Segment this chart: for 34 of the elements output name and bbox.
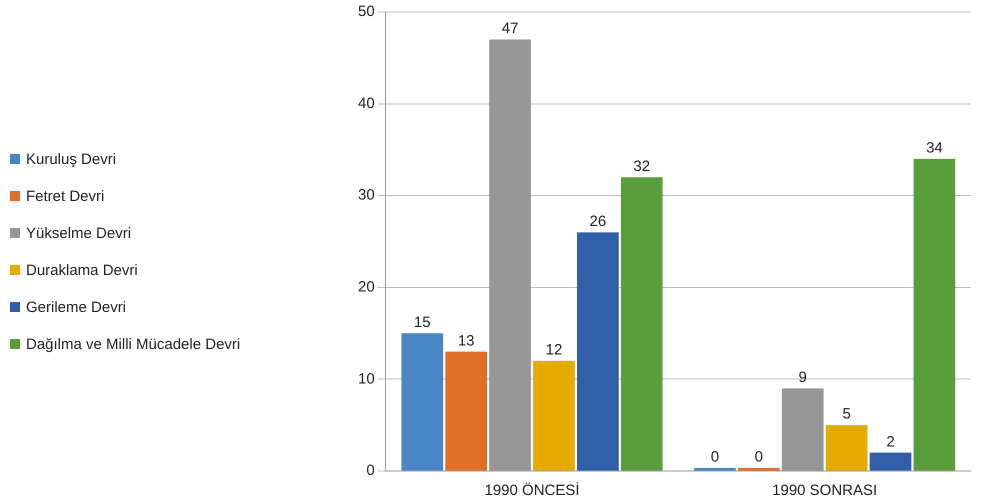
- data-label: 12: [546, 341, 562, 358]
- y-tick-label: 40: [358, 94, 375, 112]
- bar: [870, 452, 912, 470]
- legend-label: Duraklama Devri: [26, 262, 138, 278]
- y-tick-label: 0: [366, 462, 375, 480]
- x-tick-label: 1990 SONRASI: [772, 482, 878, 500]
- bar: [577, 232, 619, 470]
- data-label: 47: [502, 20, 518, 38]
- y-tick-label: 50: [358, 3, 375, 20]
- data-label: 34: [926, 140, 943, 157]
- data-label: 9: [798, 369, 807, 386]
- legend-label: Dağılma ve Milli Mücadele Devri: [26, 336, 240, 352]
- legend-label: Gerileme Devri: [26, 298, 126, 316]
- data-label: 26: [590, 212, 606, 230]
- legend-label: Kuruluş Devri: [26, 150, 116, 168]
- data-label: 0: [754, 448, 763, 466]
- bar: [401, 333, 444, 470]
- bar: [914, 158, 956, 470]
- data-label: 5: [842, 406, 851, 423]
- x-tick-label: 1990 ÖNCESİ: [484, 481, 580, 500]
- bar: [445, 352, 488, 470]
- legend-label: Yükselme Devri: [26, 224, 132, 242]
- y-tick-label: 20: [358, 278, 375, 296]
- data-label: 13: [458, 332, 475, 350]
- legend-label: Fetret Devri: [26, 188, 104, 204]
- y-tick-label: 10: [358, 370, 375, 388]
- bar: [620, 177, 663, 470]
- data-label: 15: [414, 314, 431, 331]
- y-tick-label: 30: [358, 186, 375, 204]
- data-label: 32: [633, 158, 650, 175]
- bar: [533, 360, 575, 470]
- bar: [826, 425, 868, 470]
- data-label: 0: [710, 448, 720, 466]
- data-label: 2: [886, 433, 895, 450]
